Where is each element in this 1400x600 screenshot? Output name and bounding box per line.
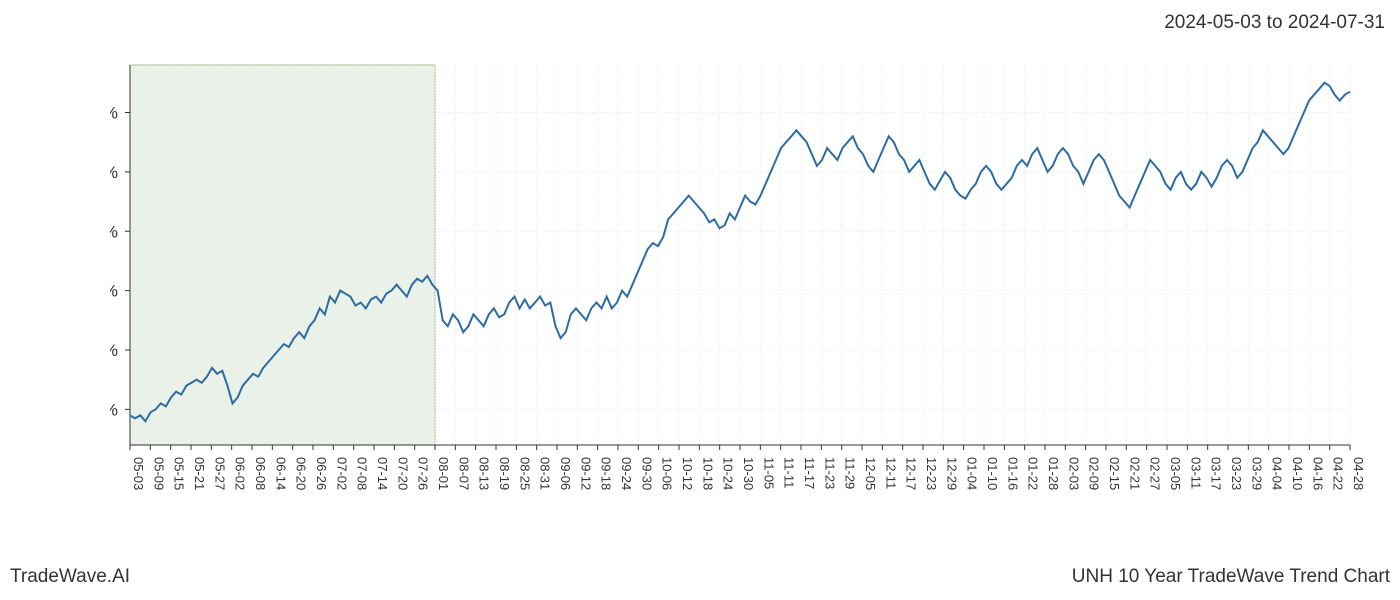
x-tick-label: 10-24 [721,457,736,490]
x-tick-label: 10-18 [700,457,715,490]
trend-chart: 20%30%40%50%60%70%05-0305-0905-1505-2105… [110,55,1370,475]
x-tick-label: 03-29 [1249,457,1264,490]
x-tick-label: 08-25 [517,457,532,490]
x-tick-label: 09-30 [639,457,654,490]
x-tick-label: 10-06 [660,457,675,490]
x-tick-label: 12-23 [924,457,939,490]
x-tick-label: 06-08 [253,457,268,490]
x-tick-label: 05-09 [151,457,166,490]
x-tick-label: 04-28 [1351,457,1366,490]
chart-svg: 20% 30% 40% 50% 60% 70% 05-03 05-09 05-15 05-21 05… [110,55,1370,535]
x-tick-label: 02-15 [1107,457,1122,490]
x-tick-label: 02-03 [1066,457,1081,490]
x-tick-label: 08-19 [497,457,512,490]
highlight-region [130,65,435,445]
x-tick-label: 10-30 [741,457,756,490]
x-tick-label: 04-04 [1270,457,1285,490]
x-tick-label: 11-29 [843,457,858,489]
y-tick-label: 70% [110,104,118,123]
x-tick-label: 12-05 [863,457,878,490]
x-tick-label: 09-12 [578,457,593,490]
x-tick-label: 08-01 [436,457,451,490]
x-tick-label: 09-06 [558,457,573,490]
x-tick-label: 04-16 [1310,457,1325,490]
x-tick-label: 03-11 [1188,457,1203,489]
x-tick-label: 02-09 [1087,457,1102,490]
x-tick-label: 03-17 [1209,457,1224,490]
x-tick-label: 12-17 [904,457,919,490]
x-tick-label: 01-22 [1026,457,1041,490]
footer-brand: TradeWave.AI [10,566,130,588]
x-tick-label: 02-21 [1127,457,1142,490]
x-tick-label: 08-07 [456,457,471,490]
x-tick-label: 11-23 [822,457,837,489]
x-tick-label: 09-18 [599,457,614,490]
x-tick-label: 05-21 [192,457,207,490]
y-tick-label: 60% [110,163,118,182]
x-tick-label: 05-27 [212,457,227,490]
x-tick-label: 02-27 [1148,457,1163,490]
x-tick-label: 06-26 [314,457,329,490]
x-tick-label: 05-15 [172,457,187,490]
x-tick-label: 05-03 [131,457,146,490]
x-tick-label: 09-24 [619,457,634,490]
y-tick-label: 50% [110,222,118,241]
x-tick-label: 11-11 [782,457,797,488]
x-tick-label: 07-02 [334,457,349,490]
x-tick-label: 01-16 [1005,457,1020,490]
x-tick-label: 07-20 [395,457,410,490]
x-tick-label: 03-23 [1229,457,1244,490]
x-tick-label: 01-10 [985,457,1000,490]
x-tick-label: 12-29 [944,457,959,490]
date-range-text: 2024-05-03 to 2024-07-31 [1164,12,1385,34]
x-tick-label: 03-05 [1168,457,1183,490]
x-tick-label: 04-22 [1331,457,1346,490]
x-tick-label: 08-13 [477,457,492,490]
x-tick-label: 07-26 [416,457,431,490]
y-tick-label: 20% [110,400,118,419]
x-tick-label: 01-04 [965,457,980,490]
x-tick-label: 08-31 [538,457,553,490]
x-tick-label: 06-02 [233,457,248,490]
x-tick-label: 07-14 [375,457,390,490]
footer-title: UNH 10 Year TradeWave Trend Chart [1072,566,1390,588]
x-tick-label: 12-11 [883,457,898,489]
x-tick-label: 04-10 [1290,457,1305,490]
x-tick-label: 06-14 [273,457,288,490]
y-tick-label: 40% [110,282,118,301]
x-tick-label: 06-20 [294,457,309,490]
x-tick-label: 10-12 [680,457,695,490]
x-tick-label: 11-17 [802,457,817,489]
x-tick-label: 01-28 [1046,457,1061,490]
x-tick-label: 07-08 [355,457,370,490]
y-tick-label: 30% [110,341,118,360]
x-tick-label: 11-05 [761,457,776,489]
